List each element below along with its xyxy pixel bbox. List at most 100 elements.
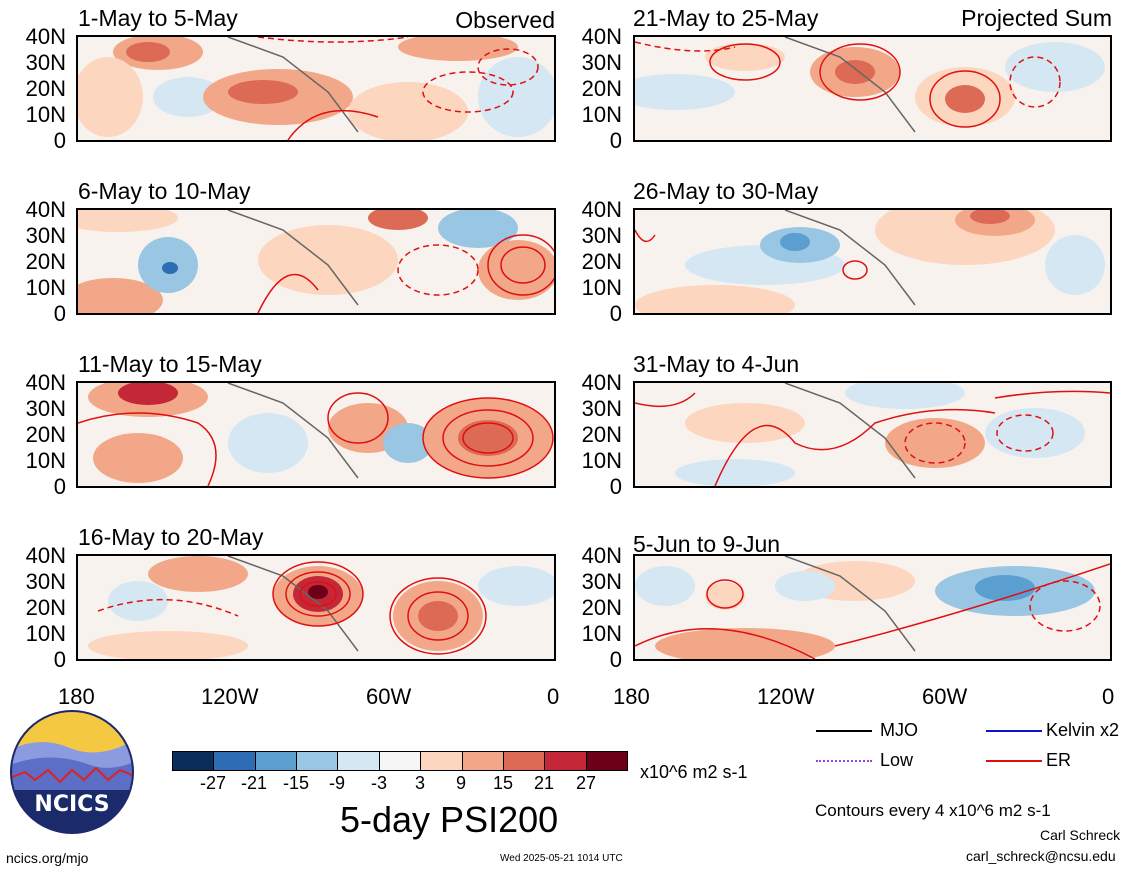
email[interactable]: carl_schreck@ncsu.edu — [966, 848, 1116, 864]
panel-title-left-4: 16-May to 20-May — [78, 524, 264, 550]
legend-label-kelvin: Kelvin x2 — [1046, 720, 1120, 740]
lat-label: 40N — [25, 370, 66, 395]
lat-label: 30N — [25, 569, 66, 594]
lat-label: 0 — [609, 647, 622, 672]
lat-label: 10N — [25, 275, 66, 300]
main-title: 5-day PSI200 — [340, 799, 559, 840]
colorbar — [172, 751, 628, 771]
psi200-field-map — [78, 210, 554, 313]
colorbar-swatch — [213, 752, 255, 770]
lat-label: 30N — [581, 223, 622, 248]
lon-label: 180 — [58, 684, 95, 709]
projected-label: Projected Sum — [961, 5, 1112, 31]
lat-label: 40N — [25, 197, 66, 222]
colorbar-swatch — [502, 752, 545, 770]
map-panel-left-1 — [76, 35, 556, 142]
psi200-field-map — [635, 210, 1110, 313]
lat-label: 40N — [25, 24, 66, 49]
ncics-logo-icon — [10, 710, 134, 834]
lat-label: 40N — [581, 197, 622, 222]
lat-label: 20N — [25, 249, 66, 274]
lat-label: 0 — [609, 301, 622, 326]
colorbar-tick-label: -9 — [328, 773, 345, 793]
lon-label: 0 — [1102, 684, 1115, 709]
map-panel-left-2 — [76, 208, 556, 315]
ncics-logo: NCICS — [10, 710, 134, 834]
colorbar-tick-label: 15 — [492, 773, 514, 793]
lat-label: 10N — [25, 102, 66, 127]
colorbar-tick-label: -15 — [282, 773, 309, 793]
colorbar-swatch — [544, 752, 586, 770]
map-panel-left-3 — [76, 381, 556, 488]
lat-label: 20N — [581, 595, 622, 620]
colorbar-tick-label: 9 — [455, 773, 466, 793]
lat-label: 40N — [25, 543, 66, 568]
lat-label: 30N — [25, 223, 66, 248]
observed-label: Observed — [455, 7, 555, 33]
map-panel-left-4 — [76, 554, 556, 661]
colorbar-swatch — [585, 752, 627, 770]
panel-title-right-3: 31-May to 4-Jun — [633, 351, 800, 377]
colorbar-tick-label: 21 — [533, 773, 555, 793]
lat-label: 0 — [53, 128, 66, 153]
map-panel-right-3 — [633, 381, 1112, 488]
legend-line-kelvin — [986, 730, 1042, 732]
lon-label: 60W — [922, 684, 968, 709]
panel-title-right-1: 21-May to 25-May — [633, 5, 819, 31]
colorbar-units: x10^6 m2 s-1 — [640, 762, 748, 782]
lat-label: 20N — [25, 595, 66, 620]
lat-label: 10N — [581, 275, 622, 300]
psi200-field-map — [635, 37, 1110, 140]
logo-text: NCICS — [34, 792, 110, 817]
website-link[interactable]: ncics.org/mjo — [6, 850, 89, 866]
contour-note: Contours every 4 x10^6 m2 s-1 — [815, 801, 1051, 820]
legend-line-mjo — [816, 730, 872, 732]
lat-label: 10N — [25, 448, 66, 473]
panel-title-left-1: 1-May to 5-May — [78, 5, 238, 31]
lat-label: 0 — [609, 128, 622, 153]
colorbar-swatch — [378, 752, 421, 770]
lat-label: 20N — [581, 249, 622, 274]
legend-label-low: Low — [880, 750, 914, 770]
panel-title-right-2: 26-May to 30-May — [633, 178, 819, 204]
colorbar-tick-label: 3 — [414, 773, 425, 793]
panel-title-left-2: 6-May to 10-May — [78, 178, 251, 204]
psi200-field-map — [78, 37, 554, 140]
colorbar-swatch — [337, 752, 379, 770]
author: Carl Schreck — [1040, 827, 1121, 843]
colorbar-swatch — [254, 752, 297, 770]
legend-label-er: ER — [1046, 750, 1072, 770]
legend-label-mjo: MJO — [880, 720, 918, 740]
colorbar-tick-label: -21 — [240, 773, 267, 793]
lat-label: 0 — [53, 647, 66, 672]
lon-label: 120W — [201, 684, 259, 709]
lat-label: 40N — [581, 370, 622, 395]
lat-label: 0 — [609, 474, 622, 499]
psi200-field-map — [78, 383, 554, 486]
colorbar-tick-label: 27 — [575, 773, 597, 793]
lat-label: 30N — [25, 396, 66, 421]
lon-label: 60W — [366, 684, 412, 709]
lat-label: 20N — [581, 422, 622, 447]
lat-label: 0 — [53, 474, 66, 499]
lat-label: 30N — [25, 50, 66, 75]
lon-label: 180 — [613, 684, 650, 709]
lat-label: 20N — [25, 76, 66, 101]
map-panel-right-2 — [633, 208, 1112, 315]
colorbar-swatch — [173, 752, 214, 770]
lat-label: 10N — [581, 621, 622, 646]
timestamp: Wed 2025-05-21 1014 UTC — [500, 853, 623, 864]
panel-title-left-3: 11-May to 15-May — [78, 351, 262, 377]
lat-label: 20N — [581, 76, 622, 101]
lat-label: 30N — [581, 569, 622, 594]
lat-label: 40N — [581, 543, 622, 568]
lat-label: 30N — [581, 396, 622, 421]
lat-label: 10N — [581, 102, 622, 127]
legend-line-low — [816, 760, 872, 762]
lat-label: 0 — [53, 301, 66, 326]
map-panel-right-1 — [633, 35, 1112, 142]
psi200-field-map — [635, 556, 1110, 659]
colorbar-tick-label: -3 — [370, 773, 387, 793]
lat-label: 30N — [581, 50, 622, 75]
lat-label: 40N — [581, 24, 622, 49]
